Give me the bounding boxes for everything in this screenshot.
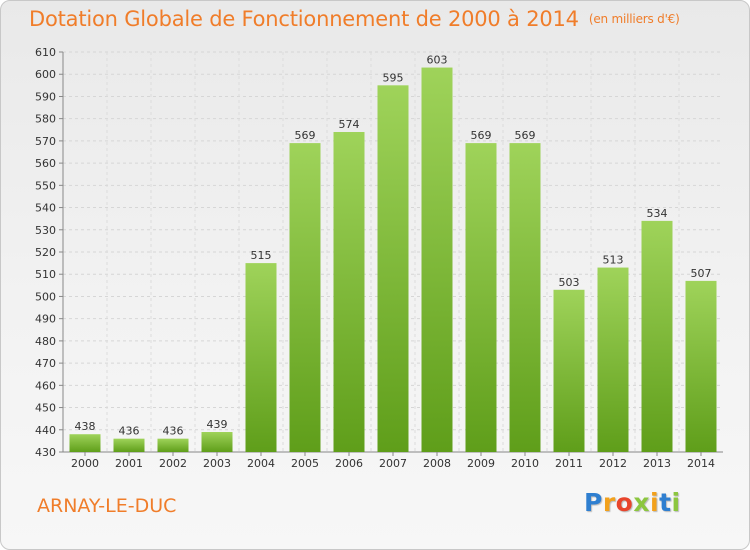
logo-letter: i: [671, 488, 681, 517]
bar-2002: [157, 438, 189, 452]
y-tick-label: 450: [35, 402, 56, 415]
y-tick-label: 500: [35, 290, 56, 303]
x-tick-label: 2005: [291, 457, 319, 470]
data-label: 438: [75, 420, 96, 433]
labels: 430 440 450 460 470 480 490 500 510 520 530 540 550 5…: [35, 46, 715, 470]
data-label: 507: [691, 267, 712, 280]
y-tick-label: 440: [35, 424, 56, 437]
y-tick-label: 460: [35, 379, 56, 392]
logo-letter: t: [659, 488, 672, 517]
x-tick-label: 2008: [423, 457, 451, 470]
bar-2004: [245, 263, 277, 452]
unit-label: (en milliers d'€): [588, 12, 680, 26]
title-text: Dotation Globale de Fonctionnement de 20…: [29, 7, 579, 31]
bar-2006: [333, 132, 365, 452]
x-tick-label: 2007: [379, 457, 407, 470]
y-tick-label: 510: [35, 268, 56, 281]
y-tick-label: 570: [35, 135, 56, 148]
data-label: 515: [251, 249, 272, 262]
y-tick-label: 540: [35, 202, 56, 215]
bar-2012: [597, 267, 629, 452]
data-label: 439: [207, 418, 228, 431]
data-label: 569: [295, 129, 316, 142]
bar-2003: [201, 432, 233, 452]
logo-letter: P: [584, 488, 603, 517]
bar-2000: [69, 434, 101, 452]
x-tick-label: 2000: [71, 457, 99, 470]
bar-2007: [377, 85, 409, 452]
data-label: 534: [647, 207, 668, 220]
data-label: 503: [559, 276, 580, 289]
y-tick-label: 520: [35, 246, 56, 259]
x-tick-label: 2013: [643, 457, 671, 470]
bar-2005: [289, 143, 321, 452]
data-label: 595: [383, 71, 404, 84]
logo-letter: o: [615, 488, 634, 517]
chart-title: Dotation Globale de Fonctionnement de 20…: [29, 7, 680, 31]
x-tick-label: 2003: [203, 457, 231, 470]
y-tick-label: 590: [35, 90, 56, 103]
city-name: ARNAY-LE-DUC: [37, 495, 177, 517]
bar-2001: [113, 438, 145, 452]
bar-2014: [685, 280, 717, 452]
y-tick-label: 610: [35, 46, 56, 59]
x-tick-label: 2001: [115, 457, 143, 470]
bar-2008: [421, 67, 453, 453]
x-tick-label: 2012: [599, 457, 627, 470]
y-tick-label: 470: [35, 357, 56, 370]
x-tick-label: 2011: [555, 457, 583, 470]
data-label: 569: [471, 129, 492, 142]
x-tick-label: 2010: [511, 457, 539, 470]
y-tick-label: 430: [35, 446, 56, 459]
x-tick-label: 2004: [247, 457, 275, 470]
bar-2011: [553, 289, 585, 452]
y-tick-label: 530: [35, 224, 56, 237]
data-label: 513: [603, 254, 624, 267]
x-tick-label: 2006: [335, 457, 363, 470]
y-tick-label: 560: [35, 157, 56, 170]
data-label: 603: [427, 54, 448, 67]
data-label: 436: [163, 425, 184, 438]
bar-2009: [465, 143, 497, 452]
logo-letter: r: [602, 488, 616, 517]
bar-2010: [509, 143, 541, 452]
logo-letter: i: [650, 488, 660, 517]
y-tick-label: 550: [35, 179, 56, 192]
x-tick-label: 2014: [687, 457, 715, 470]
data-label: 436: [119, 425, 140, 438]
bars: [69, 67, 717, 453]
y-tick-label: 600: [35, 68, 56, 81]
data-label: 569: [515, 129, 536, 142]
x-tick-label: 2009: [467, 457, 495, 470]
logo-letter: x: [633, 488, 650, 517]
y-tick-label: 580: [35, 113, 56, 126]
y-tick-label: 490: [35, 313, 56, 326]
x-tick-label: 2002: [159, 457, 187, 470]
y-tick-label: 480: [35, 335, 56, 348]
bar-2013: [641, 220, 673, 452]
proxiti-logo: Proxiti: [584, 488, 681, 517]
data-label: 574: [339, 118, 360, 131]
